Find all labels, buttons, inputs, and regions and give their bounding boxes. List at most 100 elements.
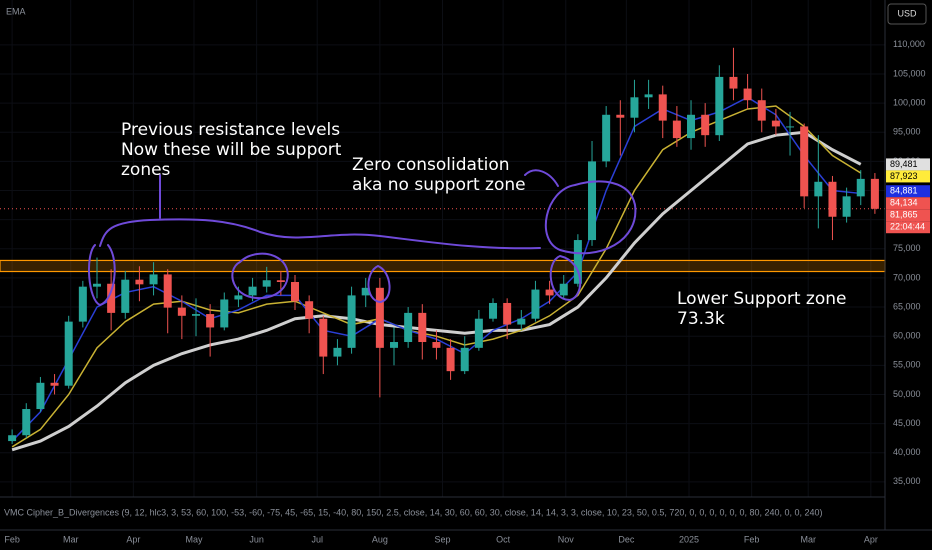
x-tick-label: Feb (4, 534, 20, 544)
annotation-text: zones (121, 160, 171, 180)
annotation-text: Lower Support zone (677, 289, 847, 309)
candle-body (78, 286, 87, 322)
x-tick-label: Sep (434, 534, 450, 544)
candle-body (319, 318, 328, 357)
candle-body (460, 347, 469, 372)
ema-line (11, 130, 862, 452)
candle-body (149, 274, 158, 285)
x-tick-label: Jul (311, 534, 323, 544)
candle-body (828, 181, 837, 217)
candle-body (474, 318, 483, 348)
y-tick-label: 110,000 (893, 39, 925, 49)
candle-body (135, 279, 144, 285)
candle-body (404, 312, 413, 343)
candle-body (206, 314, 215, 328)
x-tick-label: Oct (496, 534, 511, 544)
candle-body (602, 114, 611, 162)
y-tick-label: 40,000 (893, 447, 921, 457)
candle-body (729, 76, 738, 89)
circle (544, 180, 637, 255)
candle-body (630, 97, 639, 118)
candle-body (503, 302, 512, 325)
grid (0, 0, 885, 497)
x-tick-label: May (185, 534, 203, 544)
x-tick-label: Aug (372, 534, 388, 544)
candle-body (64, 321, 73, 386)
x-tick-label: Nov (558, 534, 575, 544)
candle-body (107, 283, 116, 313)
y-tick-label: 35,000 (893, 476, 921, 486)
price-badge (886, 158, 930, 171)
annotation-text: Now these will be support (121, 140, 342, 160)
annotation-text: aka no support zone (352, 175, 526, 195)
candle-body (92, 283, 101, 287)
y-tick-label: 45,000 (893, 418, 921, 428)
candle-body (177, 307, 186, 316)
x-tick-label: Mar (63, 534, 79, 544)
candle-body (305, 301, 314, 319)
bracket (99, 218, 541, 250)
axes: 35,000 40,000 45,000 50,000 55,000 60,000 65,0… (4, 39, 930, 544)
candle-body (743, 88, 752, 101)
x-tick-label: Dec (618, 534, 635, 544)
price-badge (886, 209, 930, 222)
circle (88, 244, 116, 307)
indicator-title: EMA (6, 6, 26, 16)
y-tick-label: 100,000 (893, 98, 926, 108)
candle-body (163, 274, 172, 308)
support-zone-band (0, 259, 886, 273)
candle-body (856, 178, 865, 197)
price-badge (886, 197, 930, 210)
x-tick-label: Mar (800, 534, 816, 544)
candle-body (814, 181, 823, 197)
annotation-text: Previous resistance levels (121, 120, 340, 140)
price-badge-label: 84,134 (890, 198, 918, 208)
circle (367, 265, 391, 304)
candle-body (559, 283, 568, 296)
candle-body (687, 114, 696, 139)
y-tick-label: 50,000 (893, 389, 921, 399)
candle-body (361, 287, 370, 296)
currency-label[interactable]: USD (897, 8, 917, 18)
candle-body (432, 342, 441, 348)
countdown-label: 22:04:44 (890, 222, 925, 232)
candle-body (390, 342, 399, 348)
price-badge-label: 87,923 (890, 171, 918, 181)
x-tick-label: Apr (126, 534, 140, 544)
candle-body (347, 295, 356, 348)
y-tick-label: 105,000 (893, 68, 926, 78)
x-tick-label: Jun (249, 534, 264, 544)
candle-body (870, 178, 879, 209)
price-badge-label: 89,481 (890, 159, 918, 169)
scribbles (88, 169, 637, 307)
candle-body (715, 76, 724, 136)
candle-body (489, 302, 498, 319)
circle (231, 252, 289, 300)
candle-body (786, 126, 795, 128)
candles (8, 47, 879, 444)
y-tick-label: 75,000 (893, 243, 921, 253)
circle (549, 255, 582, 302)
candle-body (800, 126, 809, 197)
candle-body (545, 289, 554, 296)
candle-body (757, 100, 766, 121)
x-tick-label: Apr (864, 534, 878, 544)
candle-body (616, 114, 625, 118)
countdown-badge (886, 221, 930, 234)
price-badge-label: 84,881 (890, 186, 918, 196)
candle-body (36, 382, 45, 410)
candle-body (771, 120, 780, 127)
x-tick-label: Feb (744, 534, 760, 544)
annotation-text: Zero consolidation (352, 155, 510, 175)
candle-body (531, 289, 540, 319)
price-badge (886, 170, 930, 183)
candle-body (262, 280, 271, 287)
candle-body (446, 347, 455, 372)
y-tick-label: 60,000 (893, 331, 921, 341)
currency-button[interactable] (887, 3, 927, 25)
candle-body (22, 409, 31, 436)
candle-body (276, 280, 285, 283)
candle-body (517, 318, 526, 325)
